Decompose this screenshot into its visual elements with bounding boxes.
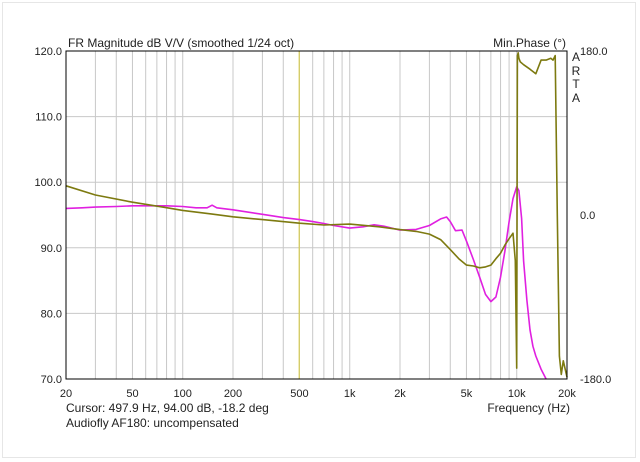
phase-tick-label: 180.0 (580, 46, 608, 58)
x-tick-label: 500 (290, 388, 308, 400)
x-tick-label: 50 (126, 388, 138, 400)
brand-letter: T (572, 77, 580, 91)
y-tick-label: 110.0 (35, 112, 62, 124)
y-tick-label: 90.0 (41, 243, 62, 255)
y-tick-label: 100.0 (34, 177, 62, 189)
brand-letter: A (571, 50, 580, 64)
device-label: Audiofly AF180: uncompensated (66, 416, 239, 430)
plot-frame (65, 50, 568, 380)
cursor-readout: Cursor: 497.9 Hz, 94.00 dB, -18.2 deg (66, 401, 269, 415)
x-tick-label: 20k (558, 388, 576, 400)
x-tick-label: 5k (461, 388, 473, 400)
phase-tick-label: 0.0 (580, 210, 595, 222)
x-tick-label: 2k (394, 388, 406, 400)
right-axis-title: Min.Phase (°) (493, 36, 566, 50)
x-tick-label: 1k (344, 388, 356, 400)
phase-curve (65, 51, 568, 378)
y-tick-label: 70.0 (41, 374, 62, 386)
plot-panel (2, 2, 636, 458)
brand-letter: R (571, 63, 581, 78)
x-tick-label: 200 (224, 388, 242, 400)
phase-tick-label: -180.0 (580, 374, 611, 386)
y-tick-label: 120.0 (34, 46, 62, 58)
x-tick-label: 100 (174, 388, 192, 400)
x-axis-label: Frequency (Hz) (487, 401, 570, 415)
brand-letter: A (571, 90, 580, 105)
x-tick-label: 20 (60, 388, 72, 400)
magnitude-curve (65, 186, 547, 380)
y-tick-label: 80.0 (41, 308, 62, 320)
series-layer (65, 51, 568, 380)
grid (66, 51, 567, 379)
x-tick-label: 10k (508, 388, 526, 400)
chart-title: FR Magnitude dB V/V (smoothed 1/24 oct) (68, 36, 294, 50)
tick-labels: 120.0 110.0 100.0 90.0 80.0 70.0 20 50 100 200 500… (34, 46, 611, 400)
